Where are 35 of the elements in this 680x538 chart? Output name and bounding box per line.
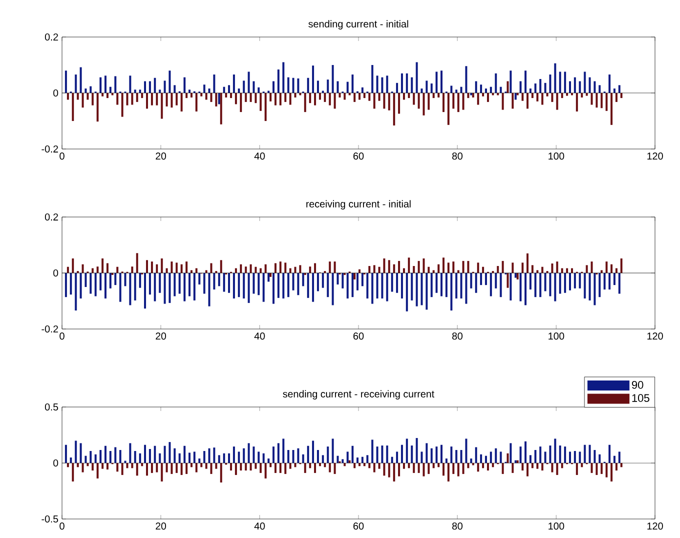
legend-label: 90	[632, 380, 644, 389]
chart-title: sending current - receiving current	[282, 390, 434, 400]
y-tick-label: 0.5	[44, 403, 58, 411]
x-tick-label: 40	[254, 152, 265, 160]
x-tick-label: 20	[156, 332, 166, 340]
y-tick-label: 0.2	[44, 33, 58, 41]
x-tick-label: 100	[548, 332, 564, 340]
x-tick-label: 120	[647, 152, 663, 160]
x-tick-label: 0	[60, 522, 64, 530]
y-tick-label: 0.2	[44, 213, 58, 221]
x-tick-label: 0	[60, 152, 64, 160]
y-tick-label: -0.2	[42, 145, 58, 153]
x-tick-label: 80	[452, 522, 463, 530]
y-tick-label: 0	[53, 269, 58, 277]
y-tick-label: -0.5	[42, 515, 58, 523]
y-tick-label: -0.2	[42, 325, 58, 333]
x-tick-label: 100	[548, 522, 564, 530]
x-tick-label: 20	[156, 522, 166, 530]
legend-label: 105	[632, 394, 650, 402]
x-tick-label: 80	[452, 332, 463, 340]
x-tick-label: 40	[254, 522, 265, 530]
x-tick-label: 60	[353, 152, 364, 160]
x-tick-label: 120	[647, 332, 663, 340]
x-tick-label: 20	[156, 152, 166, 160]
x-tick-label: 100	[548, 152, 564, 160]
chart-title: sending current - initial	[308, 20, 408, 30]
x-tick-label: 40	[254, 332, 265, 340]
x-tick-label: 60	[353, 332, 364, 340]
x-tick-label: 0	[60, 332, 64, 340]
y-tick-label: 0	[53, 89, 58, 97]
x-tick-label: 60	[353, 522, 364, 530]
chart-title: receiving current - initial	[306, 200, 411, 210]
x-tick-label: 120	[647, 522, 663, 530]
y-tick-label: 0	[53, 459, 58, 467]
x-tick-label: 80	[452, 152, 463, 160]
